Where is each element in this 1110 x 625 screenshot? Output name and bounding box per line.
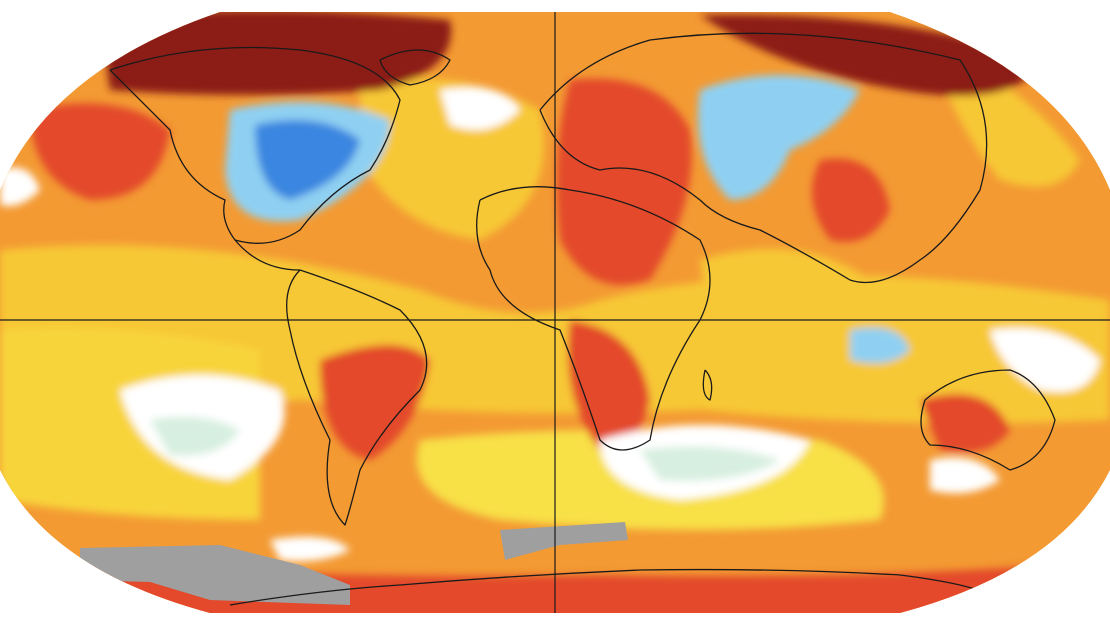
greenland-coast (379, 49, 451, 86)
red-region (320, 345, 430, 460)
red-region (556, 78, 692, 285)
neutral-region (0, 167, 40, 206)
neutral-region (990, 328, 1100, 392)
south-america-coast (234, 239, 428, 526)
red-region (920, 394, 1010, 453)
neutral-region (440, 87, 520, 130)
cool-region (850, 327, 910, 364)
dark-red-region (100, 12, 452, 95)
dark-red-region (700, 14, 1040, 96)
australia-coast (920, 369, 1056, 471)
neutral-region (640, 446, 780, 481)
neutral-region (150, 416, 240, 456)
coastlines (109, 32, 1056, 606)
red-region (812, 158, 890, 242)
neutral-region (270, 536, 350, 562)
north-america-coast (109, 46, 401, 244)
red-region (568, 320, 650, 450)
red-region (30, 103, 170, 200)
cool-region (698, 75, 860, 200)
yellow-region (700, 248, 882, 362)
neutral-region (930, 457, 1000, 494)
antarctica-coast (229, 568, 1001, 606)
africa-coast (476, 186, 711, 451)
madagascar-coast (702, 369, 713, 401)
no-data-region (80, 545, 350, 605)
eurasia-coast (539, 32, 988, 284)
no-data-region (500, 522, 628, 560)
cold-region (255, 120, 360, 200)
